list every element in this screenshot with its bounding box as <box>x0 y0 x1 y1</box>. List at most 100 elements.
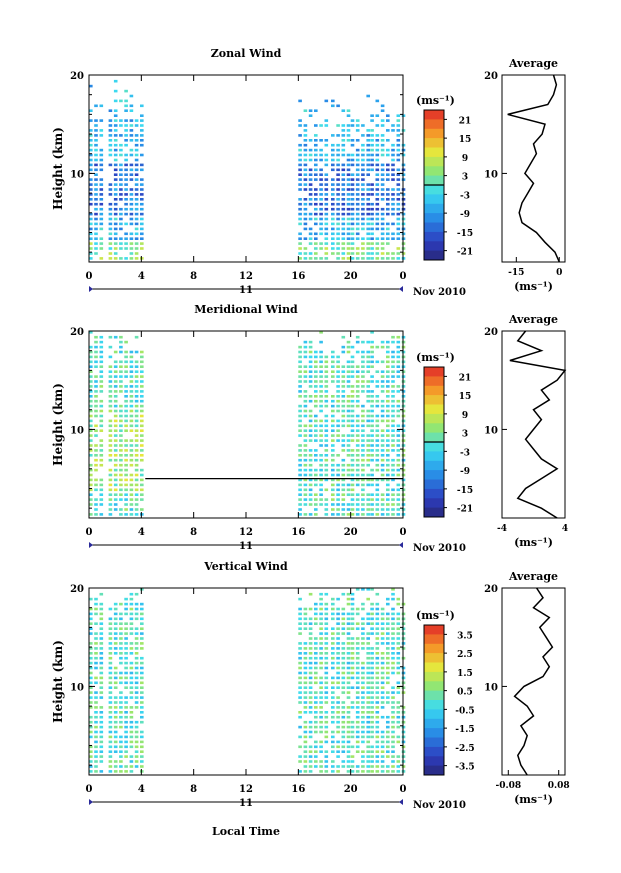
heatmap-cell <box>396 365 401 368</box>
heatmap-cell <box>108 725 113 729</box>
heatmap-cell <box>124 183 128 186</box>
heatmap-cell <box>134 725 139 729</box>
average-x-tick-label: -0.08 <box>495 781 521 791</box>
heatmap-cell <box>380 740 385 744</box>
heatmap-cell <box>298 454 302 457</box>
heatmap-cell <box>94 104 98 108</box>
heatmap-cell <box>346 449 351 452</box>
heatmap-cell <box>303 740 308 744</box>
heatmap-cell <box>375 193 380 196</box>
heatmap-cell <box>140 647 144 650</box>
heatmap-cell <box>119 439 123 442</box>
heatmap-cell <box>129 760 134 763</box>
heatmap-cell <box>391 627 395 630</box>
heatmap-cell <box>375 99 380 103</box>
heatmap-cell <box>99 671 104 675</box>
heatmap-cell <box>336 681 340 685</box>
heatmap-cell <box>380 612 385 616</box>
heatmap-cell <box>108 750 113 753</box>
heatmap-cell <box>129 439 134 442</box>
heatmap-cell <box>99 104 104 108</box>
heatmap-cell <box>319 760 323 763</box>
heatmap-cell <box>324 711 329 714</box>
heatmap-cell <box>314 765 318 768</box>
heatmap-cell <box>355 237 360 240</box>
heatmap-cell <box>361 458 365 462</box>
heatmap-cell <box>298 647 302 650</box>
heatmap-cell <box>140 602 144 606</box>
heatmap-cell <box>108 661 113 665</box>
heatmap-cell <box>396 632 401 635</box>
heatmap-cell <box>308 114 313 117</box>
heatmap-cell <box>370 725 374 729</box>
heatmap-cell <box>113 478 118 482</box>
heatmap-cell <box>99 198 104 201</box>
heatmap-cell <box>361 765 365 768</box>
heatmap-cell <box>134 602 139 606</box>
heatmap-cell <box>324 439 329 442</box>
heatmap-cell <box>361 222 365 226</box>
heatmap-cell <box>361 124 365 127</box>
heatmap-cell <box>134 134 139 137</box>
heatmap-cell <box>89 627 93 630</box>
heatmap-cell <box>396 399 401 403</box>
heatmap-cell <box>361 755 365 758</box>
heatmap-cell <box>355 198 360 201</box>
heatmap-cell <box>129 770 134 773</box>
heatmap-cell <box>314 647 318 650</box>
heatmap-cell <box>370 439 374 442</box>
heatmap-cell <box>350 513 355 516</box>
heatmap-cell <box>380 222 385 226</box>
heatmap-cell <box>366 647 370 650</box>
heatmap-cell <box>129 597 134 601</box>
heatmap-cell <box>350 676 355 680</box>
heatmap-cell <box>355 399 360 403</box>
heatmap-cell <box>89 706 93 709</box>
heatmap-cell <box>375 770 380 773</box>
heatmap-cell <box>324 355 329 359</box>
heatmap-cell <box>331 168 335 172</box>
heatmap-cell <box>140 183 144 186</box>
heatmap-cell <box>375 592 380 596</box>
heatmap-cell <box>129 424 134 428</box>
heatmap-cell <box>350 119 355 122</box>
heatmap-cell <box>113 168 118 172</box>
heatmap-cell <box>361 183 365 186</box>
heatmap-cell <box>113 671 118 675</box>
heatmap-cell <box>350 488 355 492</box>
heatmap-cell <box>346 178 351 181</box>
heatmap-cell <box>361 770 365 773</box>
heatmap-cell <box>303 139 308 142</box>
heatmap-cell <box>108 730 113 734</box>
heatmap-cell <box>303 750 308 753</box>
heatmap-cell <box>124 720 128 724</box>
heatmap-cell <box>391 207 395 211</box>
heatmap-cell <box>336 730 340 734</box>
heatmap-cell <box>113 647 118 650</box>
heatmap-cell <box>380 380 385 383</box>
heatmap-cell <box>375 622 380 625</box>
heatmap-cell <box>134 686 139 689</box>
heatmap-cell <box>366 257 370 260</box>
heatmap-cell <box>331 478 335 482</box>
heatmap-cell <box>134 632 139 635</box>
heatmap-cell <box>361 163 365 167</box>
heatmap-cell <box>370 627 374 630</box>
heatmap-cell <box>324 765 329 768</box>
heatmap-cell <box>113 637 118 640</box>
heatmap-cell <box>391 350 395 354</box>
heatmap-cell <box>303 701 308 704</box>
heatmap-cell <box>391 755 395 758</box>
heatmap-cell <box>140 395 144 398</box>
heatmap-cell <box>124 390 128 393</box>
heatmap-cell <box>380 178 385 181</box>
heatmap-cell <box>324 247 329 250</box>
heatmap-cell <box>99 178 104 181</box>
heatmap-cell <box>386 755 390 758</box>
heatmap-cell <box>94 395 98 398</box>
heatmap-cell <box>94 404 98 408</box>
colorbar-segment <box>424 625 444 635</box>
heatmap-cell <box>124 493 128 496</box>
heatmap-cell <box>319 331 323 334</box>
heatmap-cell <box>108 745 113 749</box>
